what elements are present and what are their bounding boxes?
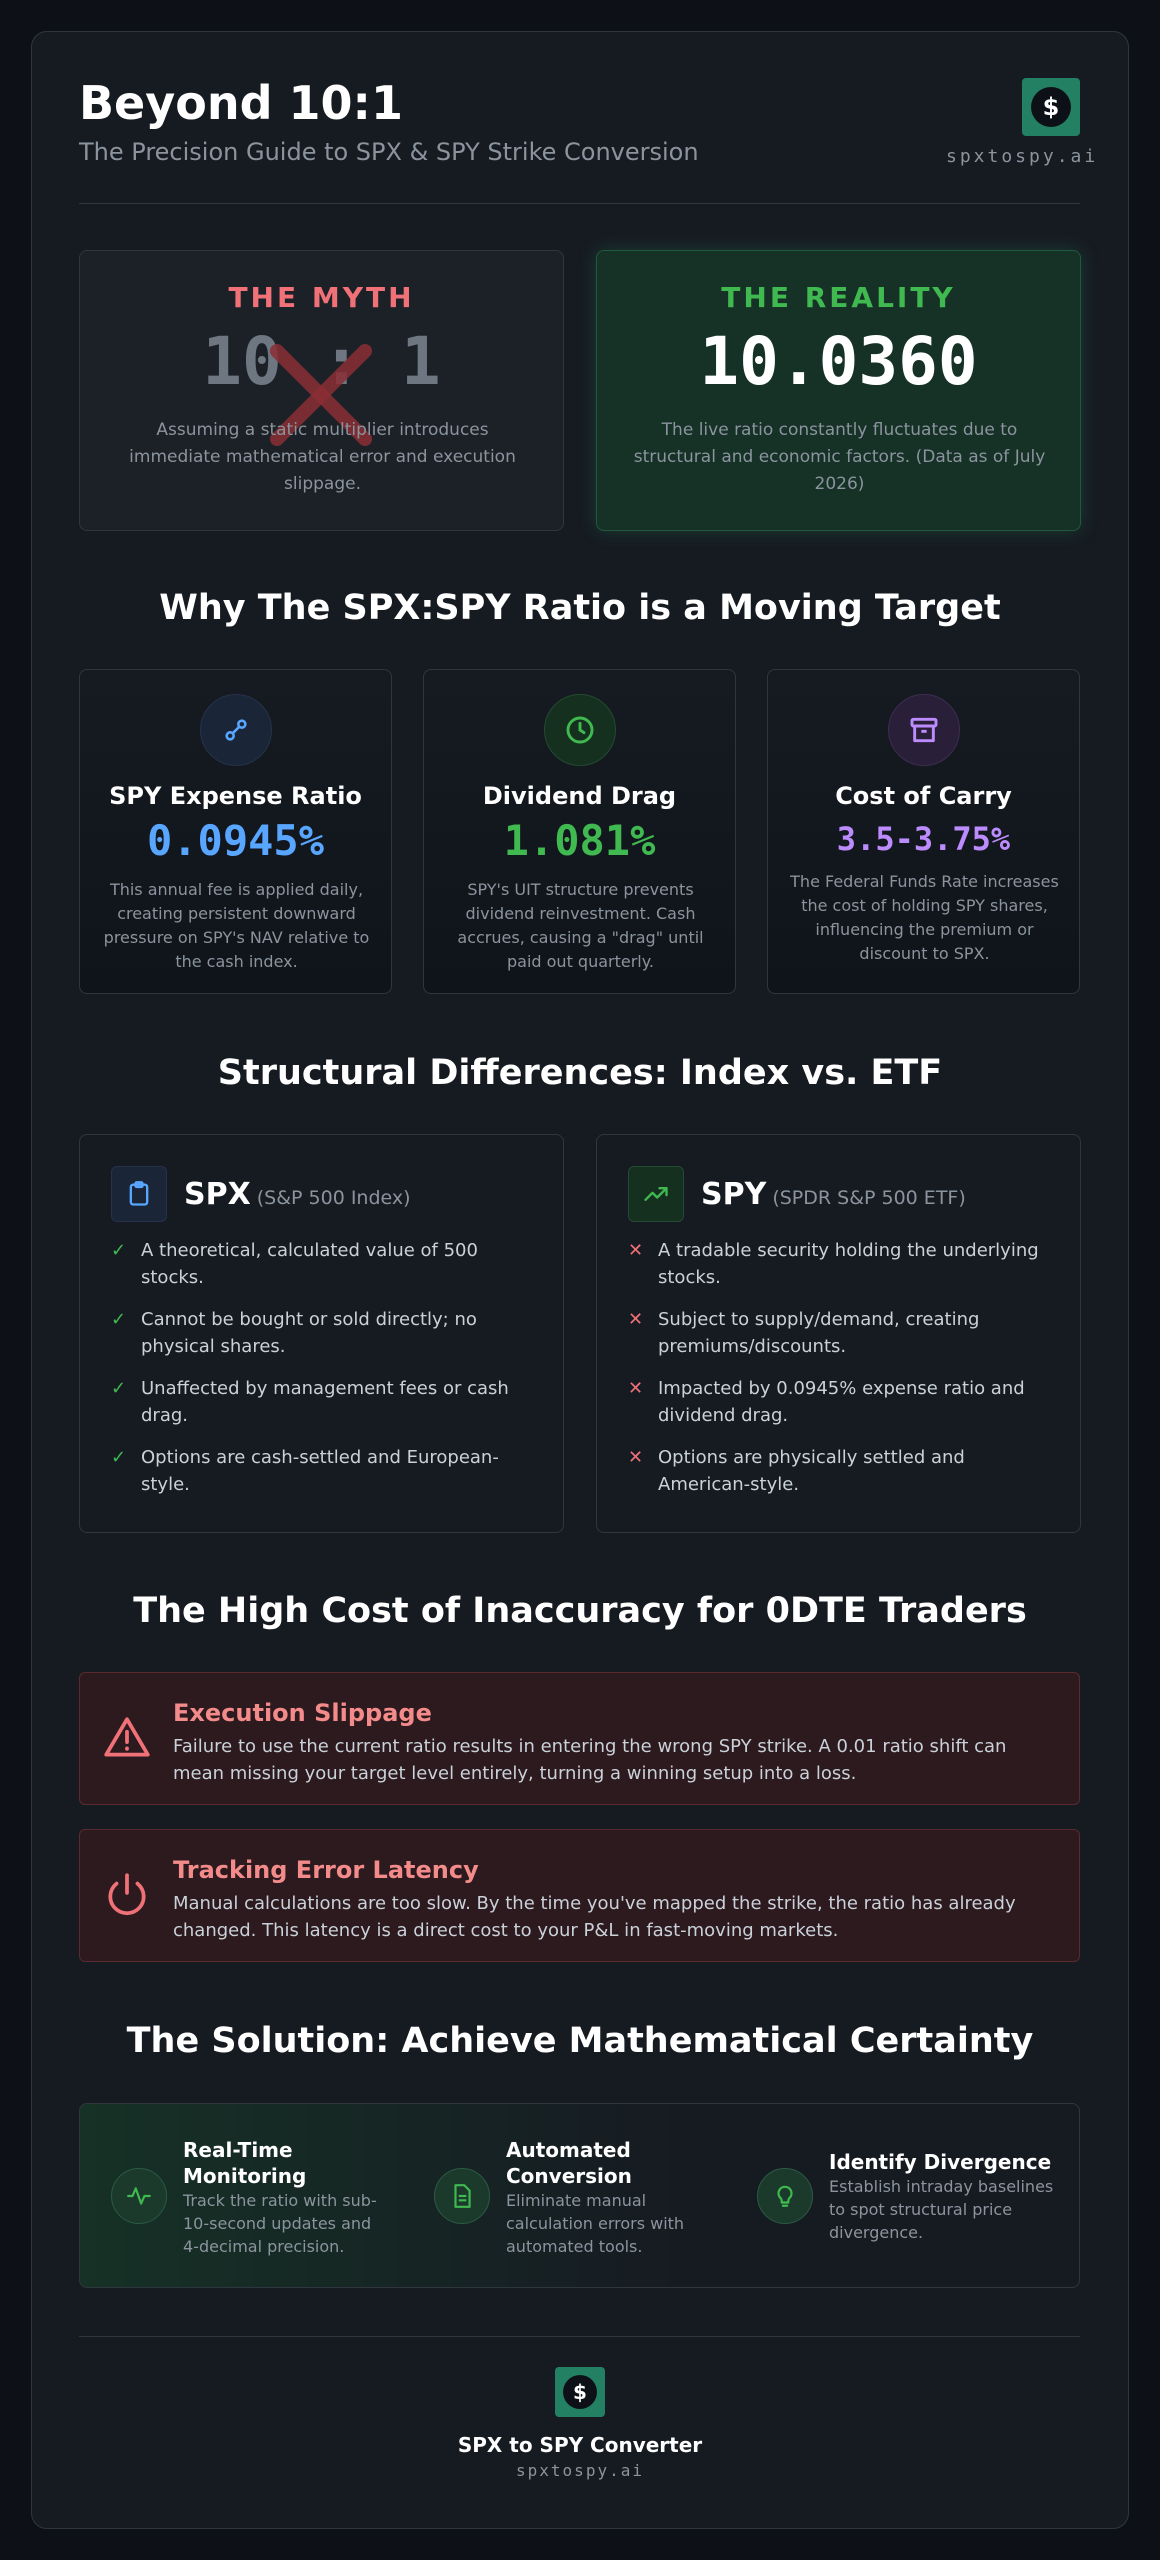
solution-title: Real-Time Monitoring — [183, 2138, 307, 2188]
spx-title: SPX (S&P 500 Index) — [184, 1177, 411, 1212]
solution-text: Track the ratio with sub-10-second updat… — [183, 2191, 377, 2256]
solution-text: Establish intraday baselines to spot str… — [829, 2177, 1054, 2242]
factor-card-carry: Cost of Carry 3.5-3.75% The Federal Fund… — [767, 669, 1080, 994]
factor-name: SPY Expense Ratio — [109, 782, 362, 810]
list-item: ✓ Unaffected by management fees or cash d… — [111, 1375, 531, 1429]
cost-heading: The High Cost of Inaccuracy for 0DTE Tra… — [133, 1591, 1027, 1631]
page-subtitle: The Precision Guide to SPX & SPY Strike … — [79, 138, 699, 166]
list-item: ✕ A tradable security holding the underly… — [628, 1237, 1048, 1291]
myth-heading: THE MYTH — [228, 281, 415, 314]
reality-value: 10.0360 — [699, 323, 978, 400]
factor-description: This annual fee is applied daily, creati… — [103, 880, 370, 971]
footer-title: SPX to SPY Converter — [457, 2433, 703, 2457]
divider — [79, 203, 1080, 204]
factor-value: 0.0945% — [146, 816, 324, 865]
dollar-icon: $ — [1031, 87, 1071, 127]
spx-card: SPX (S&P 500 Index) ✓ A theoretical, calcu… — [79, 1134, 564, 1533]
structural-heading: Structural Differences: Index vs. ETF — [217, 1053, 943, 1093]
check-icon: ✓ — [111, 1240, 127, 1261]
activity-icon — [111, 2168, 167, 2224]
footer-logo: $ — [555, 2367, 605, 2417]
solution-title: Automated Conversion — [506, 2138, 632, 2188]
header-domain: spxtospy.ai — [946, 146, 1099, 167]
list-item: ✕ Options are physically settled and Amer… — [628, 1444, 1048, 1498]
solution-panel: Real-Time Monitoring Track the ratio wit… — [79, 2103, 1080, 2288]
document-icon — [434, 2168, 490, 2224]
solution-title: Identify Divergence — [829, 2150, 1052, 2174]
trending-up-icon — [628, 1166, 684, 1222]
dollar-icon: $ — [563, 2375, 597, 2409]
alert-text: Failure to use the current ratio results… — [173, 1736, 1007, 1784]
alert-execution-slippage: Execution Slippage Failure to use the cu… — [79, 1672, 1080, 1805]
factor-card-dividend: Dividend Drag 1.081% SPY's UIT structure… — [423, 669, 736, 994]
x-icon: ✕ — [628, 1309, 644, 1330]
check-icon: ✓ — [111, 1378, 127, 1399]
x-icon: ✕ — [628, 1378, 644, 1399]
list-item: ✕ Impacted by 0.0945% expense ratio and d… — [628, 1375, 1048, 1429]
factor-name: Cost of Carry — [835, 782, 1012, 810]
footer-domain: spxtospy.ai — [516, 2461, 644, 2480]
divider — [79, 2336, 1080, 2337]
alert-tracking-latency: Tracking Error Latency Manual calculatio… — [79, 1829, 1080, 1962]
factor-name: Dividend Drag — [482, 782, 677, 810]
moving-target-heading: Why The SPX:SPY Ratio is a Moving Target — [159, 588, 1001, 628]
spy-title: SPY (SPDR S&P 500 ETF) — [701, 1177, 966, 1212]
myth-card: THE MYTH 10 : 1 Assuming a static multip… — [79, 250, 564, 531]
factor-description: SPY's UIT structure prevents dividend re… — [457, 880, 704, 971]
list-item: ✓ Options are cash-settled and European-s… — [111, 1444, 531, 1498]
factor-card-expense: SPY Expense Ratio 0.0945% This annual fe… — [79, 669, 392, 994]
factor-value: 1.081% — [503, 816, 656, 865]
spy-list: ✕ A tradable security holding the underly… — [628, 1237, 1048, 1513]
factor-description: The Federal Funds Rate increases the cos… — [790, 872, 1059, 963]
warning-icon — [104, 1717, 150, 1757]
x-icon: ✕ — [628, 1240, 644, 1261]
cross-out-icon — [270, 344, 372, 446]
archive-icon — [888, 694, 960, 766]
spy-card: SPY (SPDR S&P 500 ETF) ✕ A tradable securi… — [596, 1134, 1081, 1533]
link-icon — [200, 694, 272, 766]
myth-description: Assuming a static multiplier introduces … — [129, 420, 516, 494]
clipboard-icon — [111, 1166, 167, 1222]
solution-heading: The Solution: Achieve Mathematical Certa… — [126, 2021, 1034, 2061]
x-icon: ✕ — [628, 1447, 644, 1468]
list-item: ✓ A theoretical, calculated value of 500 … — [111, 1237, 531, 1291]
page-title: Beyond 10:1 — [79, 76, 403, 130]
alert-text: Manual calculations are too slow. By the… — [173, 1893, 1016, 1941]
clock-icon — [544, 694, 616, 766]
alert-title: Tracking Error Latency — [173, 1856, 479, 1884]
solution-text: Eliminate manual calculation errors with… — [506, 2191, 685, 2256]
list-item: ✓ Cannot be bought or sold directly; no p… — [111, 1306, 531, 1360]
reality-description: The live ratio constantly fluctuates due… — [633, 420, 1046, 494]
alert-title: Execution Slippage — [173, 1699, 432, 1727]
logo: $ — [1022, 78, 1080, 136]
check-icon: ✓ — [111, 1309, 127, 1330]
factor-value: 3.5-3.75% — [836, 820, 1011, 858]
list-item: ✕ Subject to supply/demand, creating prem… — [628, 1306, 1048, 1360]
reality-card: THE REALITY 10.0360 The live ratio const… — [596, 250, 1081, 531]
lightbulb-icon — [757, 2168, 813, 2224]
power-icon — [108, 1873, 146, 1916]
check-icon: ✓ — [111, 1447, 127, 1468]
spx-list: ✓ A theoretical, calculated value of 500 … — [111, 1237, 531, 1513]
reality-heading: THE REALITY — [721, 281, 956, 314]
